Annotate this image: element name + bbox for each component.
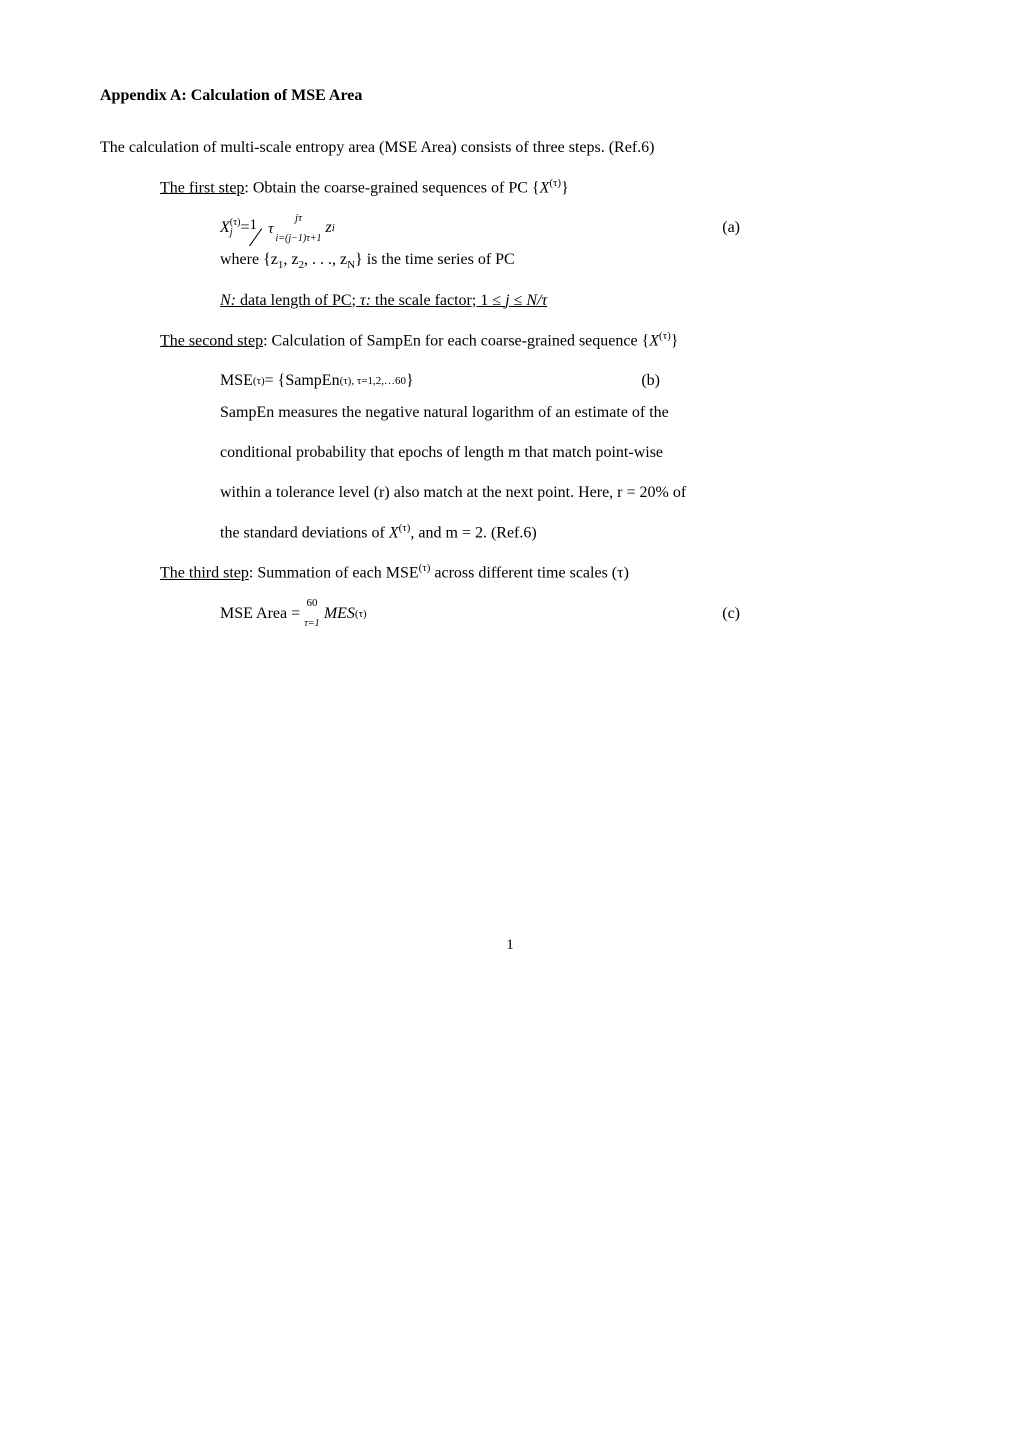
step2-para2: conditional probability that epochs of l… — [220, 437, 920, 469]
step2-para3: within a tolerance level (r) also match … — [220, 477, 920, 509]
equation-a-tag: (a) — [722, 212, 740, 244]
page-number: 1 — [100, 930, 920, 960]
appendix-title: Appendix A: Calculation of MSE Area — [100, 80, 920, 112]
equation-b-tag: (b) — [641, 365, 660, 397]
step2-heading: The second step: Calculation of SampEn f… — [160, 325, 920, 357]
intro-text: The calculation of multi-scale entropy a… — [100, 132, 920, 164]
step3-heading: The third step: Summation of each MSE(τ)… — [160, 557, 920, 589]
step1-heading: The first step: Obtain the coarse-graine… — [160, 172, 920, 204]
equation-a: X (τ) j = 1 ⁄ τ jτ ∑ i=(j−1)τ+1 zi (a) — [220, 212, 920, 244]
equation-c-tag: (c) — [722, 598, 740, 630]
step1-note: N: data length of PC; τ: the scale facto… — [220, 285, 920, 317]
equation-b: MSE(τ) = {SampEn(τ), τ=1,2,…60} (b) — [220, 365, 920, 397]
step1-where: where {z1, z2, . . ., zN} is the time se… — [220, 244, 920, 276]
equation-c: MSE Area = 60 ∑ τ=1 MES(τ) (c) — [220, 598, 920, 630]
step2-para1: SampEn measures the negative natural log… — [220, 397, 920, 429]
step2-para4: the standard deviations of X(τ), and m =… — [220, 517, 920, 549]
